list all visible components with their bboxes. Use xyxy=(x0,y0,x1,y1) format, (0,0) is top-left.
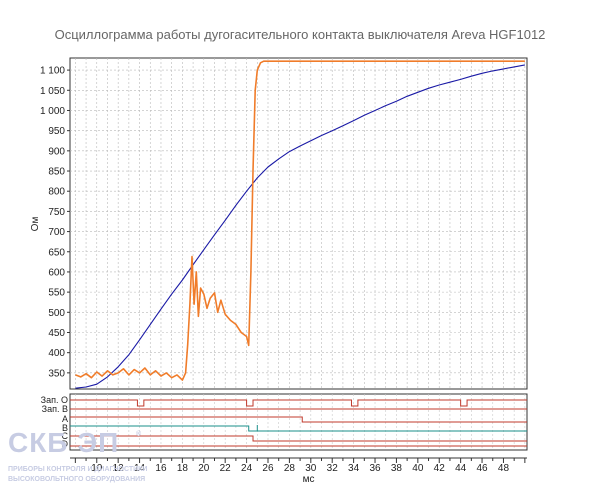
y-tick-label: 350 xyxy=(48,368,65,379)
y-tick-label: 900 xyxy=(48,146,65,157)
x-tick-label: 40 xyxy=(412,463,424,474)
signal-trace-c xyxy=(70,435,527,442)
y-tick-label: 500 xyxy=(48,308,65,319)
signal-trace-b xyxy=(70,425,527,432)
y-tick-label: 450 xyxy=(48,328,65,339)
y-axis-label: Ом xyxy=(30,217,41,232)
x-tick-label: 44 xyxy=(455,463,467,474)
x-tick-label: 32 xyxy=(327,463,339,474)
signal-trace-a xyxy=(70,416,527,423)
company-logo: СКБ ЭП ® ПРИБОРЫ КОНТРОЛЯ И ДИАГНОСТИКИ ВЫС… xyxy=(8,427,147,483)
x-tick-label: 48 xyxy=(498,463,510,474)
y-tick-label: 600 xyxy=(48,267,65,278)
signal-trace-zap-o xyxy=(70,399,527,407)
y-tick-label: 650 xyxy=(48,247,65,258)
y-tick-label: 950 xyxy=(48,126,65,137)
y-tick-label: 750 xyxy=(48,207,65,218)
y-tick-label: 1 100 xyxy=(40,66,65,77)
signal-label: C xyxy=(62,431,69,441)
x-tick-label: 42 xyxy=(434,463,446,474)
logo-tagline-1: ПРИБОРЫ КОНТРОЛЯ И ДИАГНОСТИКИ xyxy=(8,466,147,473)
x-tick-label: 16 xyxy=(155,463,167,474)
signal-label: Зап. В xyxy=(42,404,68,414)
x-tick-label: 10 xyxy=(91,463,103,474)
logo-text: СКБ ЭП xyxy=(8,427,119,458)
x-tick-label: 30 xyxy=(305,463,317,474)
signal-label: Зап. О xyxy=(41,395,68,405)
x-tick-label: 28 xyxy=(284,463,296,474)
y-tick-label: 800 xyxy=(48,187,65,198)
x-tick-label: 46 xyxy=(476,463,488,474)
plot-area xyxy=(69,57,528,390)
y-tick-label: 550 xyxy=(48,288,65,299)
y-tick-label: 1 050 xyxy=(40,86,65,97)
x-tick-label: 26 xyxy=(262,463,274,474)
chart-title: Осциллограмма работы дугогасительного ко… xyxy=(55,27,546,42)
y-tick-label: 850 xyxy=(48,167,65,178)
x-tick-label: 38 xyxy=(391,463,403,474)
signal-label: A xyxy=(62,414,68,424)
signal-label: B xyxy=(62,423,68,433)
logo-tagline-2: ВЫСОКОВОЛЬТНОГО ОБОРУДОВАНИЯ xyxy=(8,476,145,483)
series-line-2 xyxy=(75,60,525,381)
x-axis-label: мс xyxy=(303,474,315,485)
x-tick-label: 24 xyxy=(241,463,253,474)
x-tick-label: 34 xyxy=(348,463,360,474)
y-tick-label: 400 xyxy=(48,348,65,359)
series-line-1 xyxy=(75,64,526,389)
x-tick-label: 22 xyxy=(220,463,232,474)
signal-label: D xyxy=(62,439,69,449)
x-tick-label: 18 xyxy=(177,463,189,474)
x-tick-label: 36 xyxy=(369,463,381,474)
y-tick-label: 700 xyxy=(48,227,65,238)
logo-registered: ® xyxy=(136,430,142,438)
x-tick-label: 14 xyxy=(134,463,146,474)
y-tick-label: 1 000 xyxy=(40,106,65,117)
x-tick-label: 20 xyxy=(198,463,210,474)
x-tick-label: 12 xyxy=(113,463,125,474)
